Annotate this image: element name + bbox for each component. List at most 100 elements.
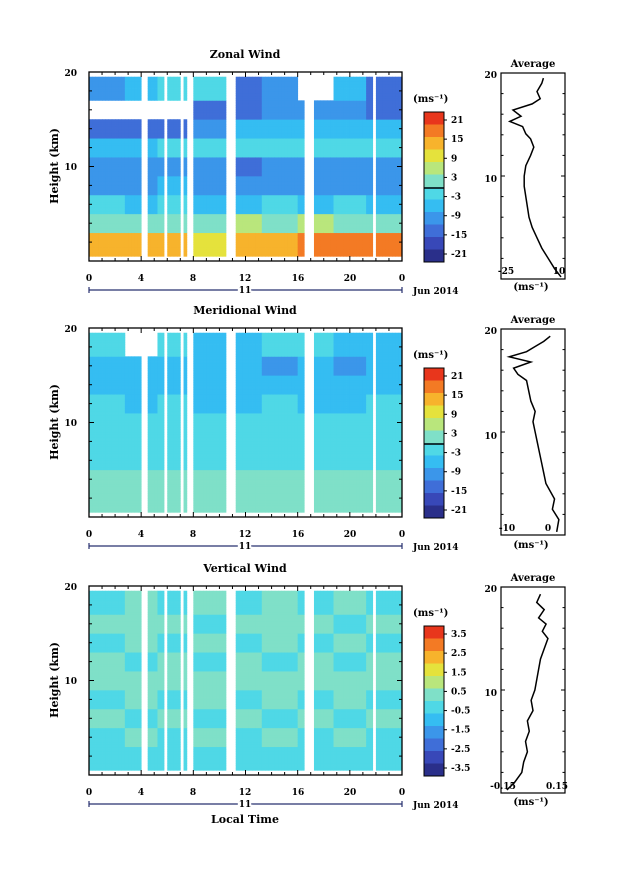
- heatmap-cell: [317, 105, 321, 108]
- heatmap-cell: [317, 253, 321, 257]
- heatmap-cell: [128, 246, 132, 250]
- heatmap-cell: [124, 121, 129, 125]
- heatmap-cell: [167, 178, 171, 182]
- heatmap-cell: [349, 183, 354, 186]
- heatmap-cell: [349, 239, 354, 243]
- heatmap-cell: [216, 209, 220, 212]
- heatmap-cell: [268, 204, 272, 208]
- heatmap-cell: [349, 131, 354, 134]
- heatmap-cell: [349, 109, 354, 113]
- heatmap-cell: [147, 159, 152, 163]
- heatmap-cell: [252, 88, 256, 92]
- heatmap-cell: [340, 123, 344, 127]
- heatmap-cell: [173, 149, 178, 153]
- heatmap-cell: [147, 168, 152, 172]
- heatmap-cell: [278, 138, 282, 141]
- heatmap-cell: [261, 88, 266, 92]
- heatmap-cell: [199, 206, 204, 210]
- heatmap-cell: [281, 159, 286, 163]
- heatmap-cell: [333, 185, 338, 189]
- heatmap-cell: [89, 168, 93, 172]
- heatmap-cell: [281, 121, 286, 125]
- heatmap-cell: [92, 173, 96, 177]
- heatmap-cell: [105, 242, 109, 245]
- heatmap-cell: [268, 105, 272, 108]
- heatmap-cell: [274, 253, 279, 257]
- heatmap-cell: [134, 232, 139, 236]
- heatmap-cell: [160, 213, 165, 217]
- heatmap-cell: [219, 242, 224, 245]
- heatmap-cell: [235, 206, 240, 210]
- heatmap-cell: [271, 180, 276, 184]
- heatmap-cell: [300, 242, 305, 245]
- heatmap-cell: [330, 152, 334, 156]
- heatmap-cell: [284, 246, 289, 250]
- heatmap-cell: [323, 105, 328, 108]
- heatmap-cell: [238, 230, 243, 234]
- heatmap-cell: [160, 223, 165, 226]
- heatmap-cell: [287, 95, 292, 99]
- heatmap-cell: [261, 76, 266, 80]
- heatmap-cell: [297, 109, 302, 113]
- heatmap-cell: [238, 216, 243, 219]
- heatmap-cell: [157, 145, 162, 148]
- heatmap-cell: [118, 253, 122, 257]
- heatmap-cell: [212, 223, 217, 226]
- heatmap-cell: [137, 227, 142, 231]
- heatmap-cell: [261, 126, 266, 130]
- heatmap-cell: [167, 86, 171, 89]
- heatmap-cell: [252, 102, 256, 106]
- heatmap-cell: [245, 86, 250, 89]
- heatmap-cell: [317, 213, 321, 217]
- heatmap-cell: [92, 220, 96, 224]
- heatmap-cell: [118, 79, 122, 82]
- heatmap-cell: [157, 90, 162, 94]
- heatmap-cell: [98, 171, 103, 174]
- heatmap-cell: [268, 220, 272, 224]
- heatmap-cell: [353, 175, 357, 179]
- heatmap-cell: [105, 220, 109, 224]
- heatmap-cell: [121, 142, 126, 146]
- heatmap-cell: [255, 126, 259, 130]
- heatmap-cell: [183, 216, 188, 219]
- heatmap-cell: [216, 242, 220, 245]
- heatmap-cell: [343, 123, 347, 127]
- heatmap-cell: [327, 138, 331, 141]
- heatmap-cell: [255, 116, 259, 120]
- heatmap-cell: [157, 204, 162, 208]
- heatmap-cell: [330, 178, 334, 182]
- heatmap-cell: [98, 135, 103, 139]
- heatmap-cell: [281, 147, 286, 151]
- heatmap-cell: [323, 133, 328, 137]
- heatmap-cell: [222, 178, 227, 182]
- heatmap-cell: [330, 216, 334, 219]
- heatmap-cell: [170, 173, 175, 177]
- heatmap-cell: [268, 187, 272, 191]
- heatmap-cell: [177, 88, 181, 92]
- heatmap-cell: [300, 114, 305, 118]
- heatmap-cell: [105, 152, 109, 156]
- heatmap-cell: [124, 246, 129, 250]
- heatmap-cell: [261, 145, 266, 148]
- heatmap-cell: [102, 166, 106, 170]
- heatmap-cell: [95, 149, 100, 153]
- heatmap-cell: [258, 147, 263, 151]
- heatmap-cell: [291, 175, 295, 179]
- heatmap-cell: [343, 206, 347, 210]
- heatmap-cell: [265, 194, 269, 198]
- heatmap-cell: [281, 251, 286, 255]
- heatmap-cell: [154, 185, 158, 189]
- heatmap-cell: [258, 246, 263, 250]
- heatmap-cell: [323, 126, 328, 130]
- heatmap-cell: [281, 171, 286, 174]
- heatmap-cell: [212, 180, 217, 184]
- heatmap-cell: [294, 194, 299, 198]
- heatmap-cell: [294, 251, 299, 255]
- heatmap-cell: [157, 216, 162, 219]
- heatmap-cell: [219, 227, 224, 231]
- heatmap-cell: [340, 133, 344, 137]
- heatmap-cell: [320, 230, 325, 234]
- heatmap-cell: [297, 223, 302, 226]
- heatmap-cell: [323, 149, 328, 153]
- heatmap-cell: [297, 164, 302, 167]
